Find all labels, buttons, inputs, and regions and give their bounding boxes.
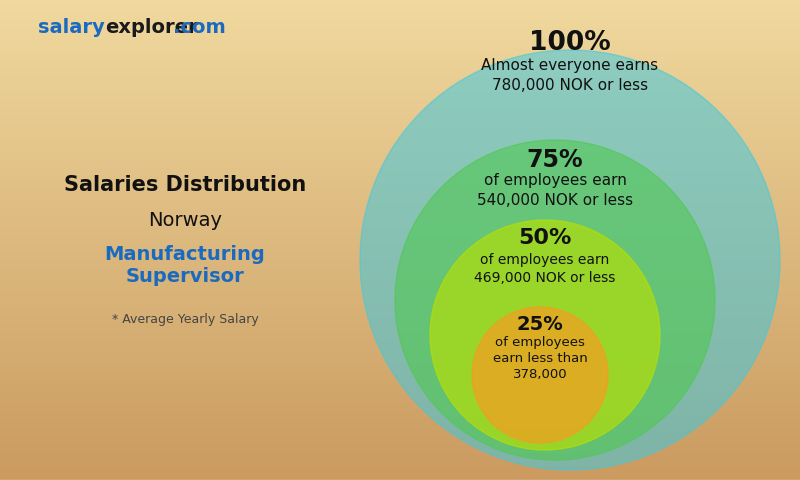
Text: salary: salary (38, 18, 105, 37)
Text: of employees earn: of employees earn (480, 253, 610, 267)
Text: 540,000 NOK or less: 540,000 NOK or less (477, 193, 633, 208)
Text: 780,000 NOK or less: 780,000 NOK or less (492, 78, 648, 93)
Text: * Average Yearly Salary: * Average Yearly Salary (112, 313, 258, 326)
Text: .com: .com (173, 18, 226, 37)
Text: 50%: 50% (518, 228, 572, 248)
Text: Manufacturing
Supervisor: Manufacturing Supervisor (105, 244, 266, 286)
Text: earn less than: earn less than (493, 352, 587, 365)
Text: of employees: of employees (495, 336, 585, 349)
Text: 75%: 75% (526, 148, 583, 172)
Text: of employees earn: of employees earn (483, 173, 626, 188)
Text: Salaries Distribution: Salaries Distribution (64, 175, 306, 195)
Text: 100%: 100% (529, 30, 611, 56)
Text: 378,000: 378,000 (513, 368, 567, 381)
Text: Norway: Norway (148, 211, 222, 229)
Ellipse shape (430, 220, 660, 450)
Text: Almost everyone earns: Almost everyone earns (482, 58, 658, 73)
Text: 469,000 NOK or less: 469,000 NOK or less (474, 271, 616, 285)
Ellipse shape (395, 140, 715, 460)
Ellipse shape (360, 50, 780, 470)
Text: explorer: explorer (105, 18, 198, 37)
Text: 25%: 25% (517, 315, 563, 334)
Ellipse shape (472, 307, 608, 443)
